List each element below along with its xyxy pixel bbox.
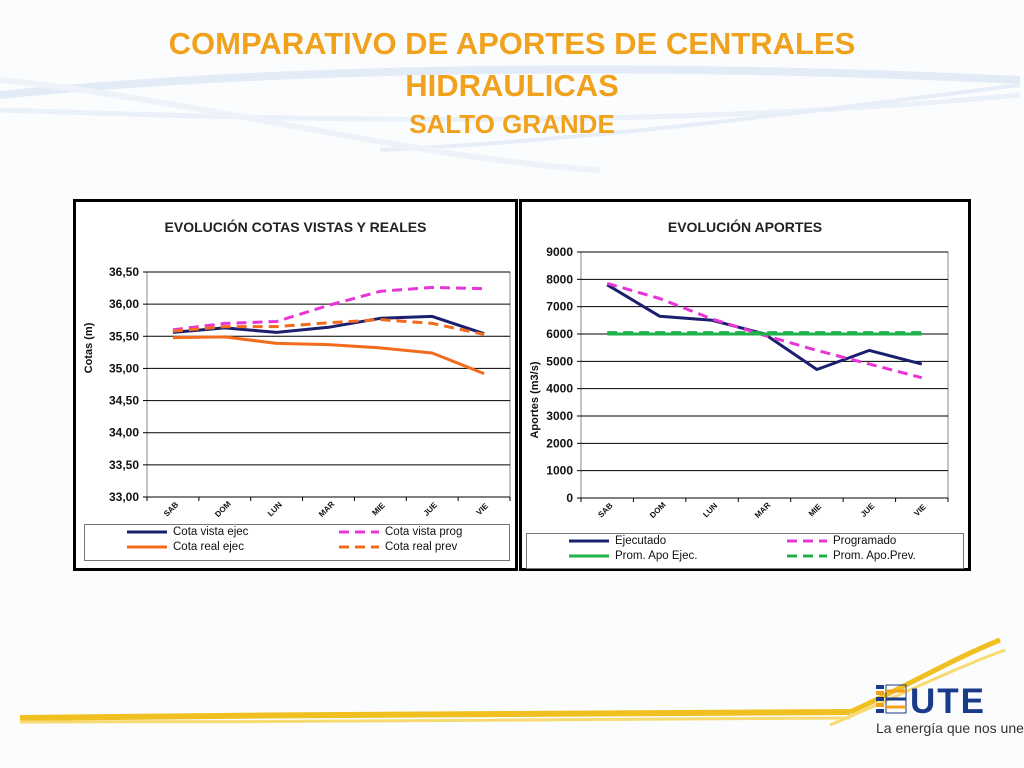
legend-item: Prom. Apo Ejec.: [567, 550, 697, 562]
legend-swatch: [127, 530, 167, 534]
legend-swatch: [339, 545, 379, 549]
legend-label: Cota vista ejec: [173, 526, 249, 538]
y-tick-label: 36,00: [109, 297, 139, 311]
x-tick-label: VIE: [475, 501, 491, 517]
chart-cotas: 33,00 33,50 34,00 34,50 35,00 35,50 36,00 36,50…: [83, 265, 511, 519]
x-tick-label: MAR: [317, 499, 336, 518]
y-tick-label: 36,50: [109, 265, 139, 279]
slide-title-line2: HIDRAULICAS: [405, 68, 619, 103]
y-tick-label: 35,00: [109, 361, 139, 375]
legend-swatch: [787, 539, 827, 543]
y-tick-label: 9000: [546, 245, 573, 259]
ute-logo-text: UTE: [910, 683, 986, 717]
y-tick-label: 6000: [546, 327, 573, 341]
legend-label: Prom. Apo Ejec.: [615, 550, 698, 562]
y-tick-label: 34,00: [109, 426, 139, 440]
y-tick-label: 35,50: [109, 329, 139, 343]
chart-legend: Cota vista ejec Cota vista prog Cota real …: [84, 524, 510, 561]
series-line-2: [172, 285, 485, 332]
legend-item: Programado: [785, 535, 896, 547]
y-tick-label: 33,50: [109, 458, 139, 472]
legend-item: Cota real prev: [337, 541, 457, 553]
y-tick-label: 8000: [546, 272, 573, 286]
legend-label: Ejecutado: [615, 535, 667, 547]
chart-panel-cotas: EVOLUCIÓN COTAS VISTAS Y REALES 33,00 33,…: [73, 199, 518, 571]
y-tick-label: 5000: [546, 354, 573, 368]
ute-logo: UTE: [876, 683, 986, 717]
y-tick-label: 2000: [546, 436, 573, 450]
legend-swatch: [339, 530, 379, 534]
series-line-3: [172, 335, 485, 375]
y-tick-label: 4000: [546, 382, 573, 396]
chart-title: EVOLUCIÓN COTAS VISTAS Y REALES: [164, 219, 427, 235]
y-tick-label: 3000: [546, 409, 573, 423]
legend-swatch: [787, 554, 827, 558]
legend-swatch: [569, 539, 609, 543]
x-tick-label: MAR: [753, 500, 772, 519]
chart-panel-aportes: EVOLUCIÓN APORTES 0 1000 2000 3000 4000 5000 6…: [519, 199, 971, 571]
legend-swatch: [569, 554, 609, 558]
legend-label: Cota vista prog: [385, 526, 463, 538]
x-tick-label: VIE: [912, 502, 928, 518]
x-tick-label: MIE: [807, 502, 824, 519]
series-line-4: [172, 318, 485, 336]
slide-subtitle: SALTO GRANDE: [409, 109, 615, 139]
y-tick-label: 7000: [546, 300, 573, 314]
chart-legend: Ejecutado Programado Prom. Apo Ejec. Prom. …: [526, 533, 964, 569]
x-tick-label: SAB: [162, 500, 180, 518]
x-tick-label: DOM: [213, 499, 233, 519]
plot-area: [146, 271, 511, 498]
x-tick-label: JUE: [422, 500, 440, 518]
legend-label: Prom. Apo.Prev.: [833, 550, 916, 562]
y-tick-label: 33,00: [109, 490, 139, 504]
tagline: La energía que nos une: [876, 720, 1024, 736]
y-tick-label: 1000: [546, 464, 573, 478]
x-tick-label: LUN: [266, 500, 284, 518]
legend-label: Cota real ejec: [173, 541, 244, 553]
x-tick-label: JUE: [859, 501, 877, 519]
y-axis-label: Aportes (m3/s): [529, 361, 541, 438]
legend-label: Programado: [833, 535, 897, 547]
legend-item: Ejecutado: [567, 535, 666, 547]
legend-label: Cota real prev: [385, 541, 458, 553]
chart-aportes: 0 1000 2000 3000 4000 5000 6000 7000 8000 9000 SAB…: [529, 245, 949, 520]
x-tick-label: LUN: [701, 501, 719, 519]
y-axis-label: Cotas (m): [83, 322, 95, 373]
y-tick-label: 34,50: [109, 394, 139, 408]
x-tick-label: DOM: [648, 500, 668, 520]
legend-item: Cota vista prog: [337, 526, 462, 538]
legend-swatch: [127, 545, 167, 549]
slide-title-line1: COMPARATIVO DE APORTES DE CENTRALES: [168, 26, 856, 61]
legend-item: Cota vista ejec: [125, 526, 248, 538]
legend-item: Prom. Apo.Prev.: [785, 550, 916, 562]
legend-item: Cota real ejec: [125, 541, 244, 553]
x-tick-label: SAB: [596, 501, 614, 519]
x-tick-label: MIE: [370, 501, 387, 518]
chart-title: EVOLUCIÓN APORTES: [667, 219, 823, 235]
ute-stripes-icon: [876, 684, 907, 714]
plot-area: [580, 251, 949, 499]
y-tick-label: 0: [566, 491, 573, 505]
